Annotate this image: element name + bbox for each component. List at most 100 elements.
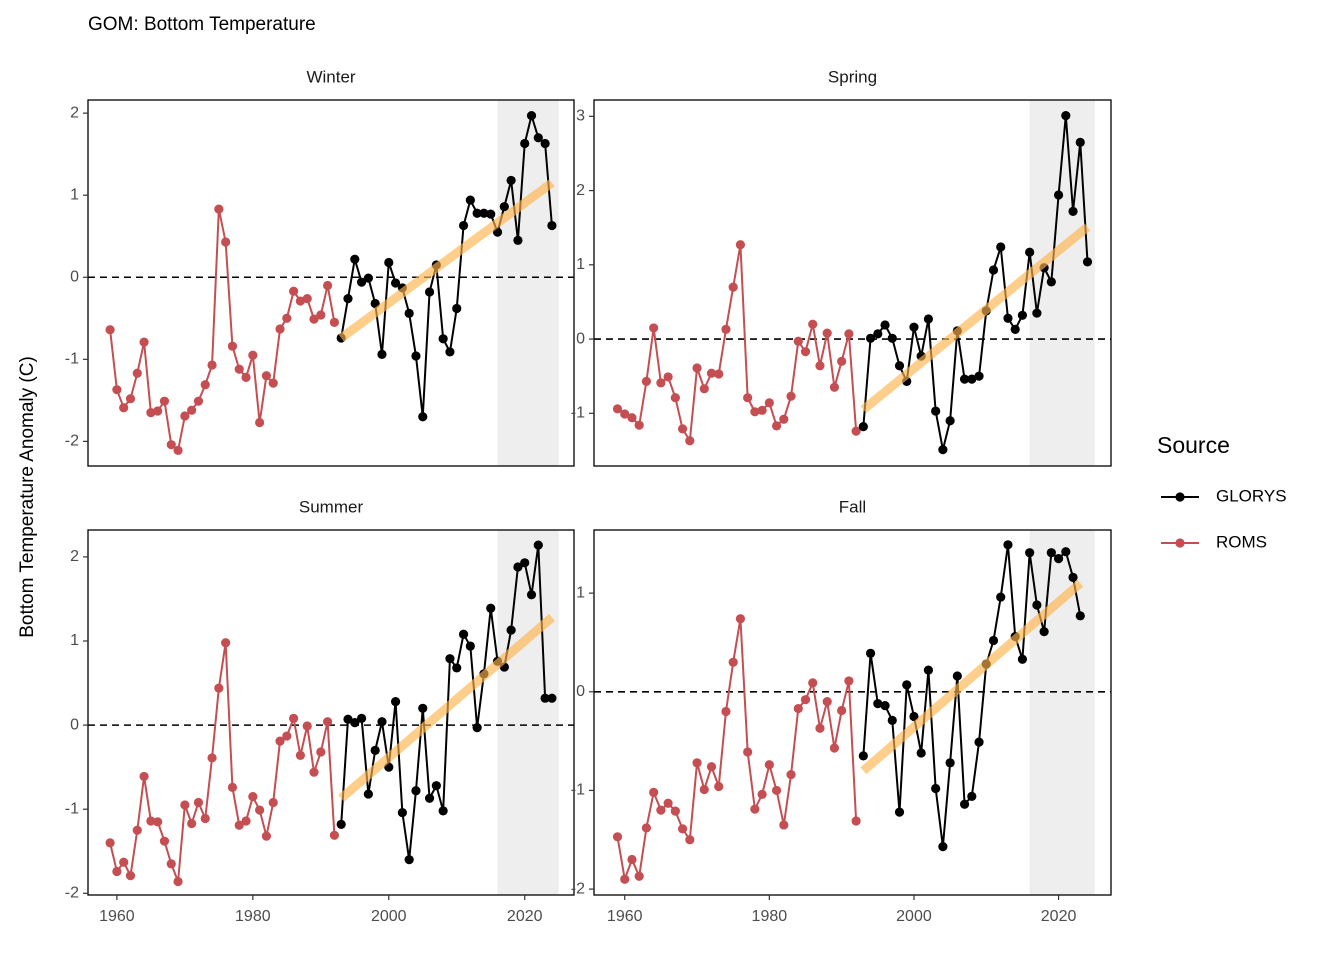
data-point [540, 693, 550, 703]
data-point [193, 797, 204, 808]
facet-title: Summer [299, 497, 364, 516]
data-point [641, 376, 652, 386]
data-point [499, 202, 509, 212]
data-point [996, 592, 1006, 602]
data-point [465, 195, 475, 205]
data-point [952, 671, 962, 681]
data-point [844, 329, 854, 339]
data-point [356, 713, 367, 723]
data-point [282, 731, 292, 741]
trend-line [338, 614, 555, 802]
series-line [340, 545, 552, 860]
legend-marker [1175, 538, 1185, 548]
data-point [139, 337, 149, 347]
y-tick-label: 2 [576, 182, 585, 199]
y-tick-label: -1 [65, 800, 79, 817]
data-point [282, 313, 292, 323]
data-point [268, 378, 278, 388]
highlight-band [1029, 530, 1095, 895]
y-tick-label: -1 [571, 405, 585, 422]
data-point [329, 317, 339, 327]
y-axis-label: Bottom Temperature Anomaly (C) [17, 356, 38, 638]
legend-marker [1175, 492, 1185, 502]
y-tick-label: -1 [65, 351, 79, 368]
data-point [786, 391, 796, 401]
data-point [309, 314, 319, 324]
data-point [1025, 548, 1035, 558]
data-point [486, 603, 496, 613]
data-point [132, 825, 142, 835]
data-point [452, 663, 462, 673]
highlight-band [497, 100, 559, 466]
data-point [384, 257, 394, 268]
data-point [404, 855, 414, 865]
data-point [343, 293, 353, 304]
data-point [757, 789, 767, 799]
data-point [418, 703, 428, 713]
data-point [261, 831, 272, 841]
trend-line [860, 579, 1084, 775]
data-point [390, 278, 401, 288]
data-point [221, 638, 231, 648]
facet-title: Spring [828, 67, 877, 86]
data-point [815, 723, 825, 733]
data-point [173, 445, 183, 456]
data-point [909, 711, 919, 722]
data-point [119, 403, 129, 413]
data-point [520, 138, 530, 149]
data-point [227, 782, 238, 792]
data-point [316, 310, 326, 320]
x-tick-label: 2020 [507, 908, 543, 925]
data-point [829, 382, 840, 392]
data-point [1068, 206, 1078, 216]
data-point [472, 723, 482, 733]
data-point [248, 350, 258, 360]
data-point [945, 416, 955, 426]
data-point [166, 440, 176, 450]
data-point [931, 783, 941, 794]
data-point [438, 334, 448, 344]
data-point [411, 351, 421, 361]
data-point [227, 341, 238, 351]
data-point [649, 787, 659, 798]
data-point [506, 175, 516, 186]
data-point [873, 329, 883, 339]
data-point [275, 736, 285, 746]
data-point [1061, 547, 1071, 557]
data-point [479, 208, 489, 218]
data-point [822, 328, 832, 338]
facet-title: Winter [306, 67, 355, 86]
data-point [793, 336, 803, 346]
data-point [302, 293, 312, 304]
data-point [916, 748, 926, 758]
data-point [931, 406, 941, 416]
data-point [627, 413, 637, 423]
data-point [612, 404, 623, 414]
data-point [974, 371, 984, 381]
data-point [894, 361, 905, 371]
data-point [363, 273, 373, 283]
data-point [452, 303, 462, 314]
data-point [377, 717, 387, 727]
chart-title: GOM: Bottom Temperature [88, 14, 316, 35]
series-line [616, 244, 858, 444]
data-point [699, 384, 709, 394]
data-point [757, 405, 767, 415]
data-point [241, 372, 251, 382]
data-point [779, 820, 789, 830]
trend-line [860, 223, 1091, 414]
data-point [771, 421, 782, 431]
data-point [663, 798, 673, 808]
data-point [967, 374, 977, 384]
data-point [685, 436, 695, 446]
x-tick-label: 1960 [99, 908, 135, 925]
data-point [1017, 654, 1028, 664]
data-point [808, 319, 818, 329]
highlight-band [497, 530, 559, 895]
data-point [923, 314, 934, 324]
data-point [663, 372, 673, 382]
data-point [533, 540, 543, 550]
data-point [390, 696, 401, 707]
data-point [988, 265, 999, 275]
data-point [139, 771, 149, 782]
